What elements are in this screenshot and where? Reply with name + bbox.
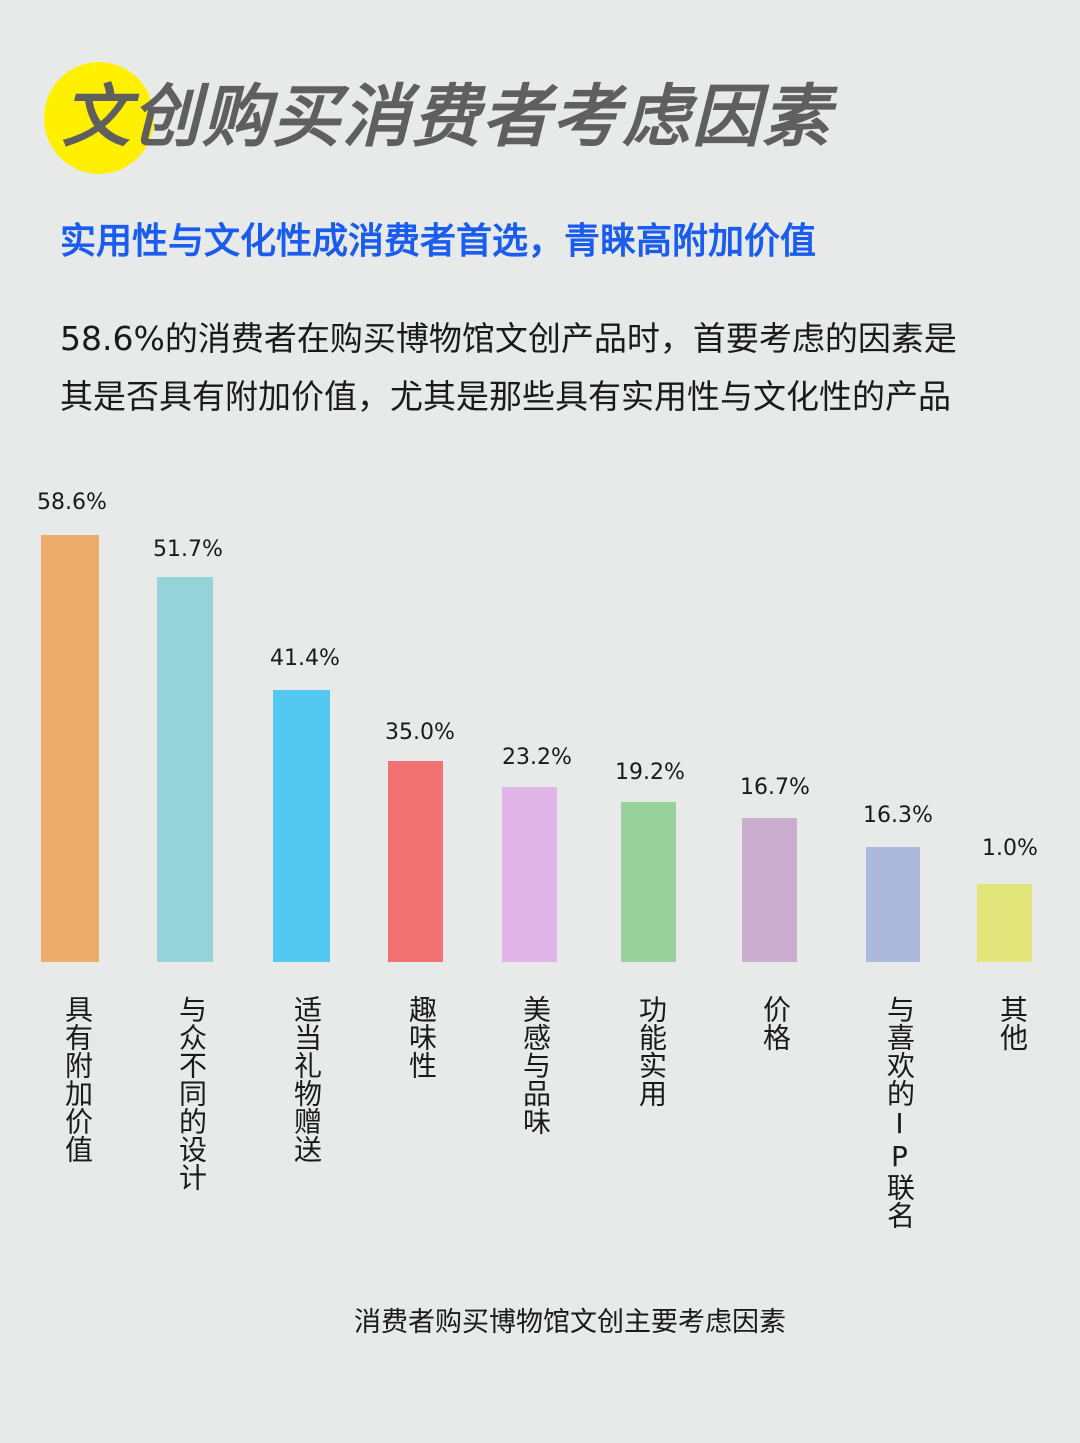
bar-3 <box>388 761 443 962</box>
category-label-5: 功能实用 <box>635 995 668 1107</box>
bar-8 <box>977 884 1032 962</box>
description: 58.6%的消费者在购买博物馆文创产品时，首要考虑的因素是 其是否具有附加价值，… <box>60 310 1050 426</box>
category-label-4: 美感与品味 <box>519 995 552 1135</box>
bar-5 <box>621 802 676 962</box>
category-label-3: 趣味性 <box>405 995 438 1079</box>
category-label-6: 价格 <box>759 995 792 1051</box>
bar-4 <box>502 787 557 962</box>
value-label-5: 19.2% <box>615 760 685 785</box>
page-title: 文创购买消费者考虑因素 <box>62 78 833 157</box>
value-label-6: 16.7% <box>740 775 810 800</box>
category-label-1: 与众不同的设计 <box>175 995 208 1191</box>
bar-2 <box>273 690 330 962</box>
description-line-1: 58.6%的消费者在购买博物馆文创产品时，首要考虑的因素是 <box>60 319 957 358</box>
value-label-3: 35.0% <box>385 720 455 745</box>
value-label-8: 1.0% <box>982 836 1038 861</box>
value-label-0: 58.6% <box>37 490 107 515</box>
value-label-7: 16.3% <box>863 803 933 828</box>
category-label-8: 其他 <box>996 995 1029 1051</box>
title-accent-circle <box>44 62 154 174</box>
value-label-4: 23.2% <box>502 745 572 770</box>
chart-caption: 消费者购买博物馆文创主要考虑因素 <box>354 1307 786 1338</box>
category-label-7: 与喜欢的IP联名 <box>883 995 916 1229</box>
value-label-1: 51.7% <box>153 537 223 562</box>
value-label-2: 41.4% <box>270 646 340 671</box>
category-label-0: 具有附加价值 <box>61 995 94 1163</box>
bar-6 <box>742 818 797 962</box>
description-line-2: 其是否具有附加价值，尤其是那些具有实用性与文化性的产品 <box>60 377 951 416</box>
subtitle: 实用性与文化性成消费者首选，青睐高附加价值 <box>60 221 817 262</box>
category-label-2: 适当礼物赠送 <box>290 995 323 1163</box>
bar-7 <box>866 847 920 962</box>
bar-0 <box>41 535 99 962</box>
bar-1 <box>157 577 213 962</box>
page-title-block: 文创购买消费者考虑因素 <box>44 62 924 174</box>
